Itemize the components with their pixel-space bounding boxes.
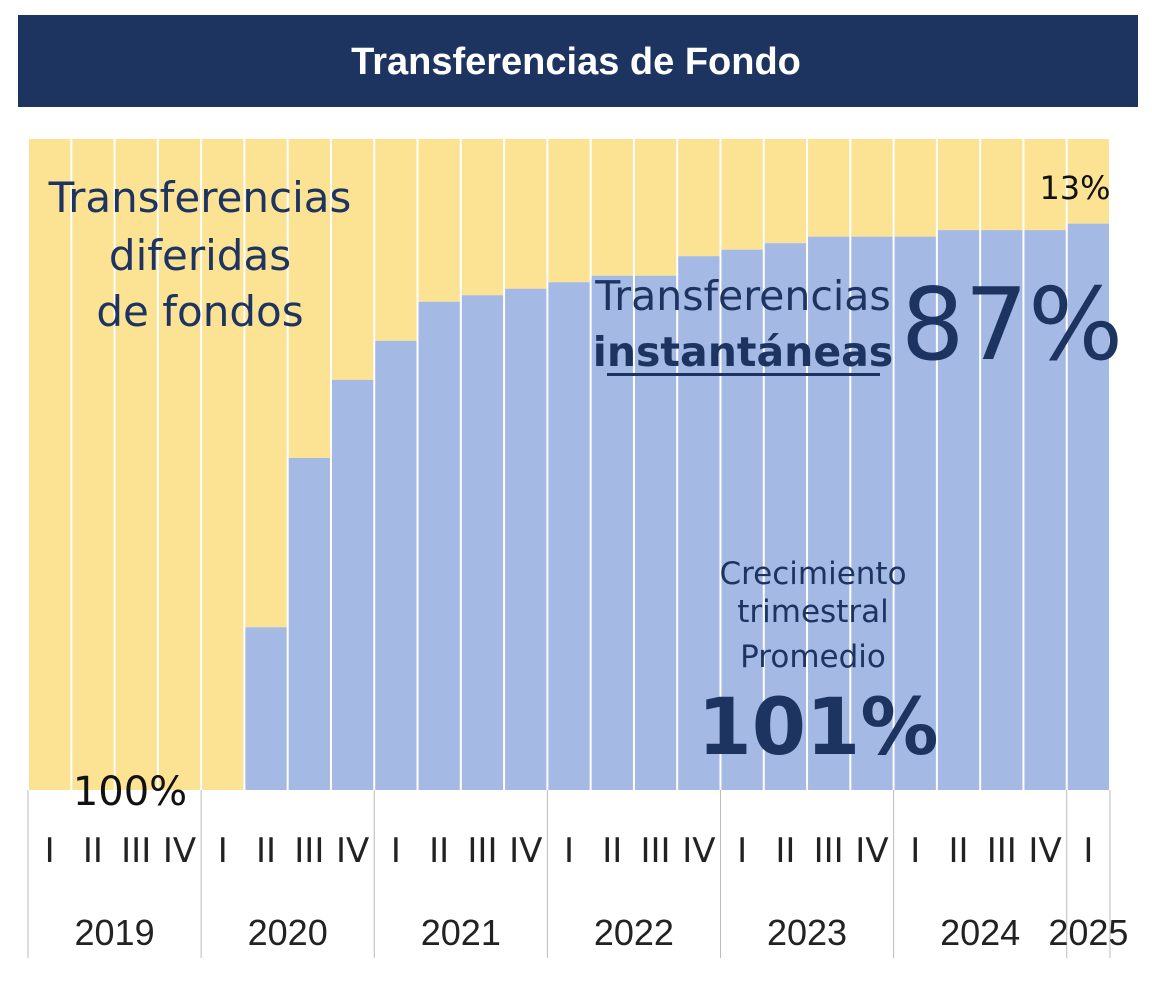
bar-instant-2022-III bbox=[634, 275, 677, 791]
bar-instant-2021-II bbox=[418, 301, 460, 790]
bar-deferred-2019-II bbox=[72, 139, 114, 790]
bar-deferred-2020-III bbox=[288, 139, 330, 458]
tick-label-quarter: I bbox=[737, 831, 747, 871]
tick-label-quarter: I bbox=[218, 831, 228, 871]
bar-instant-2022-II bbox=[591, 275, 633, 791]
bar-deferred-2022-I bbox=[548, 139, 590, 283]
bar-instant-2021-I bbox=[375, 340, 417, 790]
bar-instant-2021-III bbox=[461, 295, 504, 790]
bar-deferred-2020-I bbox=[202, 139, 244, 790]
bar-instant-2025-I bbox=[1067, 223, 1109, 790]
deferred-end-pct-label: 13% bbox=[1039, 169, 1110, 207]
deferred-label-line-1: Transferencias bbox=[48, 173, 352, 222]
tick-label-quarter: II bbox=[948, 831, 968, 871]
tick-label-year: 2022 bbox=[594, 912, 674, 953]
tick-label-quarter: I bbox=[391, 831, 401, 871]
bar-deferred-2019-III bbox=[115, 139, 157, 790]
bar-instant-2020-IV bbox=[331, 379, 374, 790]
tick-label-quarter: I bbox=[564, 831, 574, 871]
tick-label-quarter: I bbox=[910, 831, 920, 871]
tick-label-year: 2019 bbox=[75, 912, 155, 953]
bar-instant-2022-IV bbox=[678, 256, 720, 790]
bar-deferred-2021-III bbox=[461, 139, 504, 296]
bar-instant-2022-I bbox=[548, 282, 590, 790]
tick-label-quarter: III bbox=[814, 831, 844, 871]
tick-label-quarter: IV bbox=[855, 831, 888, 871]
bar-deferred-2019-IV bbox=[158, 139, 201, 790]
bar-instant-2020-II bbox=[245, 627, 287, 790]
bar-instant-2023-II bbox=[764, 243, 807, 790]
tick-label-quarter: III bbox=[987, 831, 1017, 871]
tick-label-quarter: IV bbox=[682, 831, 715, 871]
growth-label-line-1: Crecimiento bbox=[719, 556, 906, 592]
bar-instant-2021-IV bbox=[505, 288, 547, 790]
tick-label-quarter: III bbox=[294, 831, 324, 871]
tick-label-quarter: III bbox=[467, 831, 497, 871]
tick-label-quarter: IV bbox=[163, 831, 196, 871]
bars-group bbox=[29, 139, 1109, 791]
instant-end-pct-label: 87% bbox=[901, 266, 1123, 383]
bar-instant-2020-III bbox=[288, 457, 330, 790]
bar-deferred-2022-IV bbox=[678, 139, 720, 257]
annotations: Transferencias diferidas de fondos 100% … bbox=[48, 169, 1124, 815]
bar-deferred-2024-III bbox=[981, 139, 1023, 231]
tick-label-year: 2023 bbox=[767, 912, 847, 953]
instant-label-line-1: Transferencias bbox=[594, 272, 891, 320]
bar-deferred-2023-IV bbox=[851, 139, 893, 237]
bar-deferred-2020-II bbox=[245, 139, 287, 628]
tick-label-quarter: II bbox=[256, 831, 276, 871]
bar-deferred-2023-II bbox=[764, 139, 807, 244]
growth-label-line-3: Promedio bbox=[740, 639, 886, 675]
tick-label-quarter: I bbox=[1083, 831, 1093, 871]
bar-deferred-2022-III bbox=[634, 139, 677, 276]
tick-label-quarter: II bbox=[83, 831, 103, 871]
bar-deferred-2019-I bbox=[29, 139, 71, 790]
bar-deferred-2025-I bbox=[1067, 139, 1109, 224]
tick-label-quarter: III bbox=[641, 831, 671, 871]
tick-label-quarter: III bbox=[121, 831, 151, 871]
bar-instant-2024-II bbox=[937, 230, 980, 790]
bar-deferred-2021-IV bbox=[505, 139, 547, 289]
bar-deferred-2023-III bbox=[808, 139, 850, 237]
growth-label-line-2: trimestral bbox=[737, 594, 888, 630]
bar-instant-2023-IV bbox=[851, 236, 893, 790]
bar-instant-2023-I bbox=[721, 249, 763, 791]
bar-deferred-2021-II bbox=[418, 139, 460, 302]
tick-label-quarter: IV bbox=[509, 831, 542, 871]
bar-instant-2024-III bbox=[981, 230, 1023, 790]
tick-label-year: 2021 bbox=[421, 912, 501, 953]
growth-value-label: 101% bbox=[698, 683, 939, 773]
instant-label-line-2: instantáneas bbox=[593, 328, 893, 376]
bar-deferred-2024-I bbox=[894, 139, 936, 237]
tick-label-quarter: II bbox=[602, 831, 622, 871]
tick-label-year: 2020 bbox=[248, 912, 328, 953]
bar-instant-2024-IV bbox=[1024, 230, 1066, 790]
title-banner bbox=[18, 15, 1138, 107]
tick-label-quarter: IV bbox=[1028, 831, 1061, 871]
x-axis: I II III IV I II III IV I II III IV I II III IV I II III IV… bbox=[27, 790, 1128, 958]
tick-label-quarter: II bbox=[429, 831, 449, 871]
bar-deferred-2021-I bbox=[375, 139, 417, 341]
deferred-label-line-3: de fondos bbox=[96, 287, 303, 336]
bar-deferred-2020-IV bbox=[331, 139, 374, 380]
tick-label-year: 2025 bbox=[1048, 912, 1128, 953]
deferred-start-pct-label: 100% bbox=[73, 769, 187, 815]
instant-label-underline bbox=[607, 373, 880, 376]
bar-deferred-2022-II bbox=[591, 139, 633, 276]
tick-label-year: 2024 bbox=[940, 912, 1020, 953]
bar-instant-2023-III bbox=[808, 236, 850, 790]
bar-deferred-2023-I bbox=[721, 139, 763, 250]
bar-instant-2024-I bbox=[894, 236, 936, 790]
tick-label-quarter: IV bbox=[336, 831, 369, 871]
tick-label-quarter: II bbox=[775, 831, 795, 871]
bar-deferred-2024-IV bbox=[1024, 139, 1066, 231]
chart-title: Transferencias de Fondo bbox=[351, 41, 801, 83]
deferred-label-line-2: diferidas bbox=[109, 231, 291, 280]
tick-label-quarter: I bbox=[45, 831, 55, 871]
bar-deferred-2024-II bbox=[937, 139, 980, 231]
